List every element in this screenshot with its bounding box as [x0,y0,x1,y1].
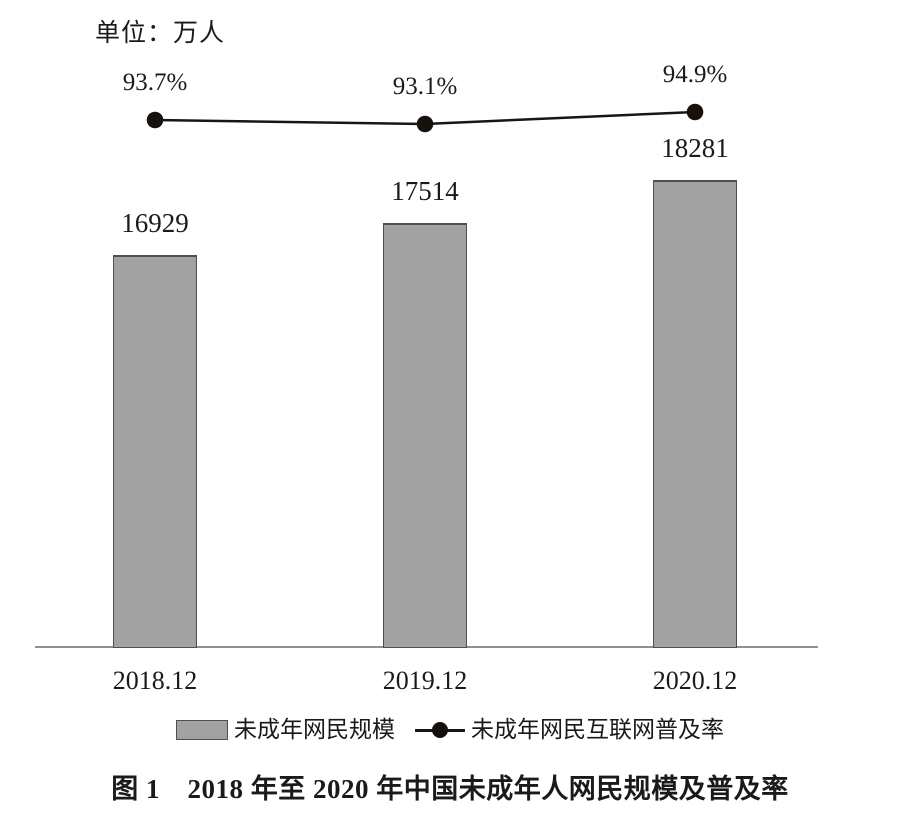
line-dot [686,103,704,121]
line-dot [146,111,164,129]
unit-label: 单位：万人 [95,20,226,47]
bar-value-label: 18281 [661,133,729,163]
x-tick-label: 2019.12 [382,666,468,695]
legend-bar-swatch-icon [176,720,228,740]
bar-value-label: 16929 [121,208,189,238]
percent-label: 93.7% [122,69,188,96]
x-tick-label: 2018.12 [112,666,198,695]
percent-label: 93.1% [392,73,458,100]
legend-bar-label: 未成年网民规模 [234,717,395,742]
legend: 未成年网民规模 未成年网民互联网普及率 [0,716,900,744]
chart-caption: 图 1 2018 年至 2020 年中国未成年人网民规模及普及率 [111,774,789,804]
bar-value-label: 17514 [391,176,459,206]
penetration-line [154,110,696,126]
bar [653,180,737,648]
percent-label: 94.9% [662,61,728,88]
legend-line-label: 未成年网民互联网普及率 [471,717,724,742]
legend-line-marker-icon [415,721,465,739]
bar [383,223,467,648]
line-dot [416,115,434,133]
x-tick-label: 2020.12 [652,666,738,695]
legend-line-dot-icon [432,722,448,738]
bar [113,255,197,648]
